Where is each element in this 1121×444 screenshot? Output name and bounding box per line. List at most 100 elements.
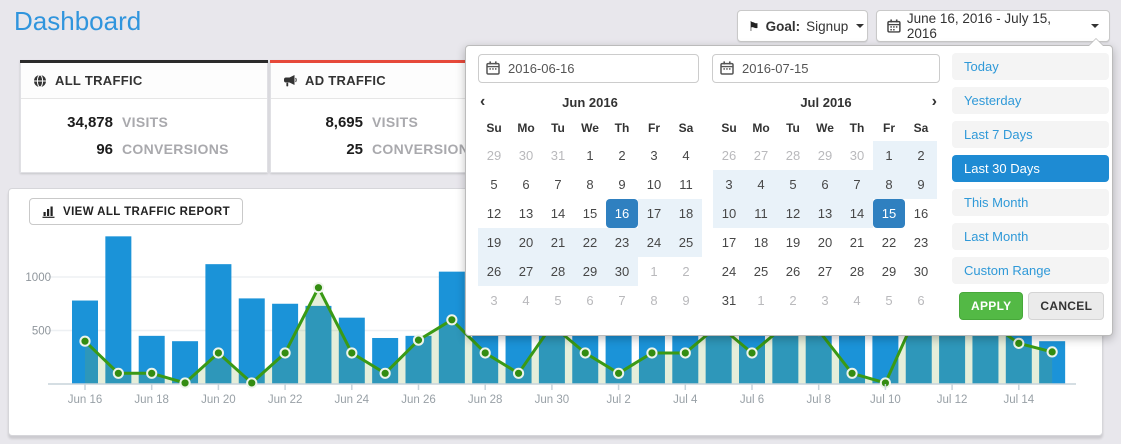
line-point-Jun 22[interactable] — [279, 347, 291, 359]
day-cell[interactable]: 9 — [905, 170, 937, 199]
day-cell[interactable]: 3 — [713, 170, 745, 199]
day-cell[interactable]: 4 — [682, 148, 690, 163]
goal-selector-button[interactable]: ⚑ Goal: Signup — [737, 10, 868, 42]
day-cell[interactable]: 5 — [777, 170, 809, 199]
line-point-Jun 20[interactable] — [212, 347, 224, 359]
day-cell[interactable]: 17 — [721, 235, 737, 250]
day-cell[interactable]: 26 — [478, 257, 510, 286]
day-cell[interactable]: 1 — [873, 141, 905, 170]
day-cell[interactable]: 27 — [817, 264, 833, 279]
line-point-Jul 4[interactable] — [679, 347, 691, 359]
day-cell[interactable]: 10 — [646, 177, 662, 192]
day-cell[interactable]: 26 — [721, 148, 737, 163]
day-cell[interactable]: 21 — [849, 235, 865, 250]
day-cell[interactable]: 2 — [905, 141, 937, 170]
day-cell[interactable]: 6 — [522, 177, 530, 192]
day-cell[interactable]: 28 — [785, 148, 801, 163]
line-point-Jun 24[interactable] — [346, 347, 358, 359]
range-option-today[interactable]: Today — [952, 53, 1109, 80]
end-date-input[interactable] — [712, 54, 940, 83]
range-option-last-7-days[interactable]: Last 7 Days — [952, 121, 1109, 148]
day-cell[interactable]: 22 — [574, 228, 606, 257]
day-cell[interactable]: 31 — [721, 293, 737, 308]
range-option-yesterday[interactable]: Yesterday — [952, 87, 1109, 114]
day-cell[interactable]: 2 — [618, 148, 626, 163]
line-point-Jun 16[interactable] — [79, 335, 91, 347]
day-cell[interactable]: 13 — [518, 206, 534, 221]
line-point-Jul 6[interactable] — [746, 347, 758, 359]
day-cell[interactable]: 9 — [618, 177, 626, 192]
cancel-button[interactable]: CANCEL — [1028, 292, 1105, 320]
day-cell[interactable]: 15 — [582, 206, 598, 221]
day-cell[interactable]: 18 — [670, 199, 702, 228]
day-cell-selected[interactable]: 16 — [606, 199, 638, 228]
apply-button[interactable]: APPLY — [959, 292, 1024, 320]
prev-month-icon[interactable]: ‹ — [480, 93, 486, 110]
day-cell[interactable]: 1 — [757, 293, 765, 308]
bar-Jun 17[interactable] — [105, 236, 132, 384]
day-cell[interactable]: 25 — [753, 264, 769, 279]
line-point-Jul 15[interactable] — [1046, 346, 1058, 358]
day-cell[interactable]: 1 — [586, 148, 594, 163]
day-cell[interactable]: 3 — [821, 293, 829, 308]
day-cell[interactable]: 28 — [542, 257, 574, 286]
day-cell[interactable]: 23 — [606, 228, 638, 257]
line-point-Jun 23[interactable] — [312, 282, 325, 294]
start-date-input[interactable] — [478, 54, 699, 83]
day-cell[interactable]: 30 — [606, 257, 638, 286]
day-cell[interactable]: 19 — [785, 235, 801, 250]
day-cell[interactable]: 8 — [873, 170, 905, 199]
day-cell[interactable]: 6 — [809, 170, 841, 199]
day-cell[interactable]: 17 — [638, 199, 670, 228]
day-cell[interactable]: 5 — [490, 177, 498, 192]
day-cell[interactable]: 7 — [554, 177, 562, 192]
line-point-Jun 29[interactable] — [512, 367, 525, 379]
day-cell[interactable]: 7 — [841, 170, 873, 199]
day-cell[interactable]: 31 — [550, 148, 566, 163]
day-cell[interactable]: 21 — [542, 228, 574, 257]
line-point-Jul 1[interactable] — [579, 347, 591, 359]
day-cell[interactable]: 27 — [510, 257, 542, 286]
day-cell[interactable]: 3 — [490, 293, 498, 308]
day-cell[interactable]: 28 — [849, 264, 865, 279]
day-cell[interactable]: 4 — [853, 293, 861, 308]
day-cell[interactable]: 11 — [679, 177, 693, 192]
next-month-icon[interactable]: › — [931, 93, 937, 110]
day-cell[interactable]: 5 — [885, 293, 893, 308]
bar-Jun 22[interactable] — [272, 303, 299, 384]
day-cell[interactable]: 10 — [713, 199, 745, 228]
day-cell[interactable]: 6 — [917, 293, 925, 308]
day-cell[interactable]: 7 — [618, 293, 626, 308]
day-cell[interactable]: 20 — [817, 235, 833, 250]
day-cell[interactable]: 16 — [913, 206, 929, 221]
view-all-traffic-report-button[interactable]: VIEW ALL TRAFFIC REPORT — [29, 198, 243, 225]
day-cell[interactable]: 29 — [881, 264, 897, 279]
day-cell[interactable]: 30 — [849, 148, 865, 163]
day-cell[interactable]: 30 — [913, 264, 929, 279]
day-cell[interactable]: 14 — [550, 206, 566, 221]
range-option-last-month[interactable]: Last Month — [952, 223, 1109, 250]
line-point-Jun 19[interactable] — [179, 377, 191, 389]
day-cell[interactable]: 9 — [682, 293, 690, 308]
day-cell[interactable]: 6 — [586, 293, 594, 308]
day-cell[interactable]: 24 — [721, 264, 737, 279]
day-cell[interactable]: 18 — [753, 235, 769, 250]
range-option-last-30-days[interactable]: Last 30 Days — [952, 155, 1109, 182]
line-point-Jun 25[interactable] — [379, 367, 391, 379]
day-cell[interactable]: 11 — [745, 199, 777, 228]
day-cell[interactable]: 12 — [486, 206, 502, 221]
bar-Jun 23[interactable] — [305, 305, 332, 384]
day-cell[interactable]: 13 — [809, 199, 841, 228]
line-point-Jun 26[interactable] — [412, 334, 425, 346]
bar-Jun 21[interactable] — [238, 298, 265, 384]
bar-Jun 20[interactable] — [205, 264, 232, 384]
day-cell[interactable]: 4 — [745, 170, 777, 199]
day-cell[interactable]: 3 — [650, 148, 658, 163]
date-range-button[interactable]: June 16, 2016 - July 15, 2016 — [876, 10, 1110, 42]
day-cell[interactable]: 30 — [518, 148, 534, 163]
range-option-this-month[interactable]: This Month — [952, 189, 1109, 216]
day-cell[interactable]: 29 — [486, 148, 502, 163]
day-cell[interactable]: 2 — [789, 293, 797, 308]
line-point-Jun 27[interactable] — [446, 314, 458, 326]
line-point-Jul 9[interactable] — [846, 367, 858, 379]
